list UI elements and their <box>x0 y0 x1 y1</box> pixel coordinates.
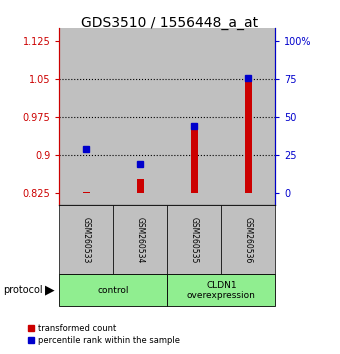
Bar <box>245 78 252 193</box>
Bar <box>114 28 167 205</box>
Text: GSM260536: GSM260536 <box>244 217 253 263</box>
Bar <box>59 28 114 205</box>
Bar <box>137 178 144 193</box>
Bar <box>83 192 90 193</box>
Text: GSM260533: GSM260533 <box>82 217 91 263</box>
Text: ▶: ▶ <box>45 284 54 297</box>
Text: CLDN1
overexpression: CLDN1 overexpression <box>187 281 256 300</box>
Bar <box>167 28 221 205</box>
Text: GSM260535: GSM260535 <box>190 217 199 263</box>
Bar <box>221 28 275 205</box>
Text: protocol: protocol <box>3 285 43 295</box>
Text: GSM260534: GSM260534 <box>136 217 145 263</box>
Legend: transformed count, percentile rank within the sample: transformed count, percentile rank withi… <box>24 321 183 348</box>
Text: GDS3510 / 1556448_a_at: GDS3510 / 1556448_a_at <box>82 16 258 30</box>
Text: control: control <box>98 286 129 295</box>
Bar <box>191 123 198 193</box>
